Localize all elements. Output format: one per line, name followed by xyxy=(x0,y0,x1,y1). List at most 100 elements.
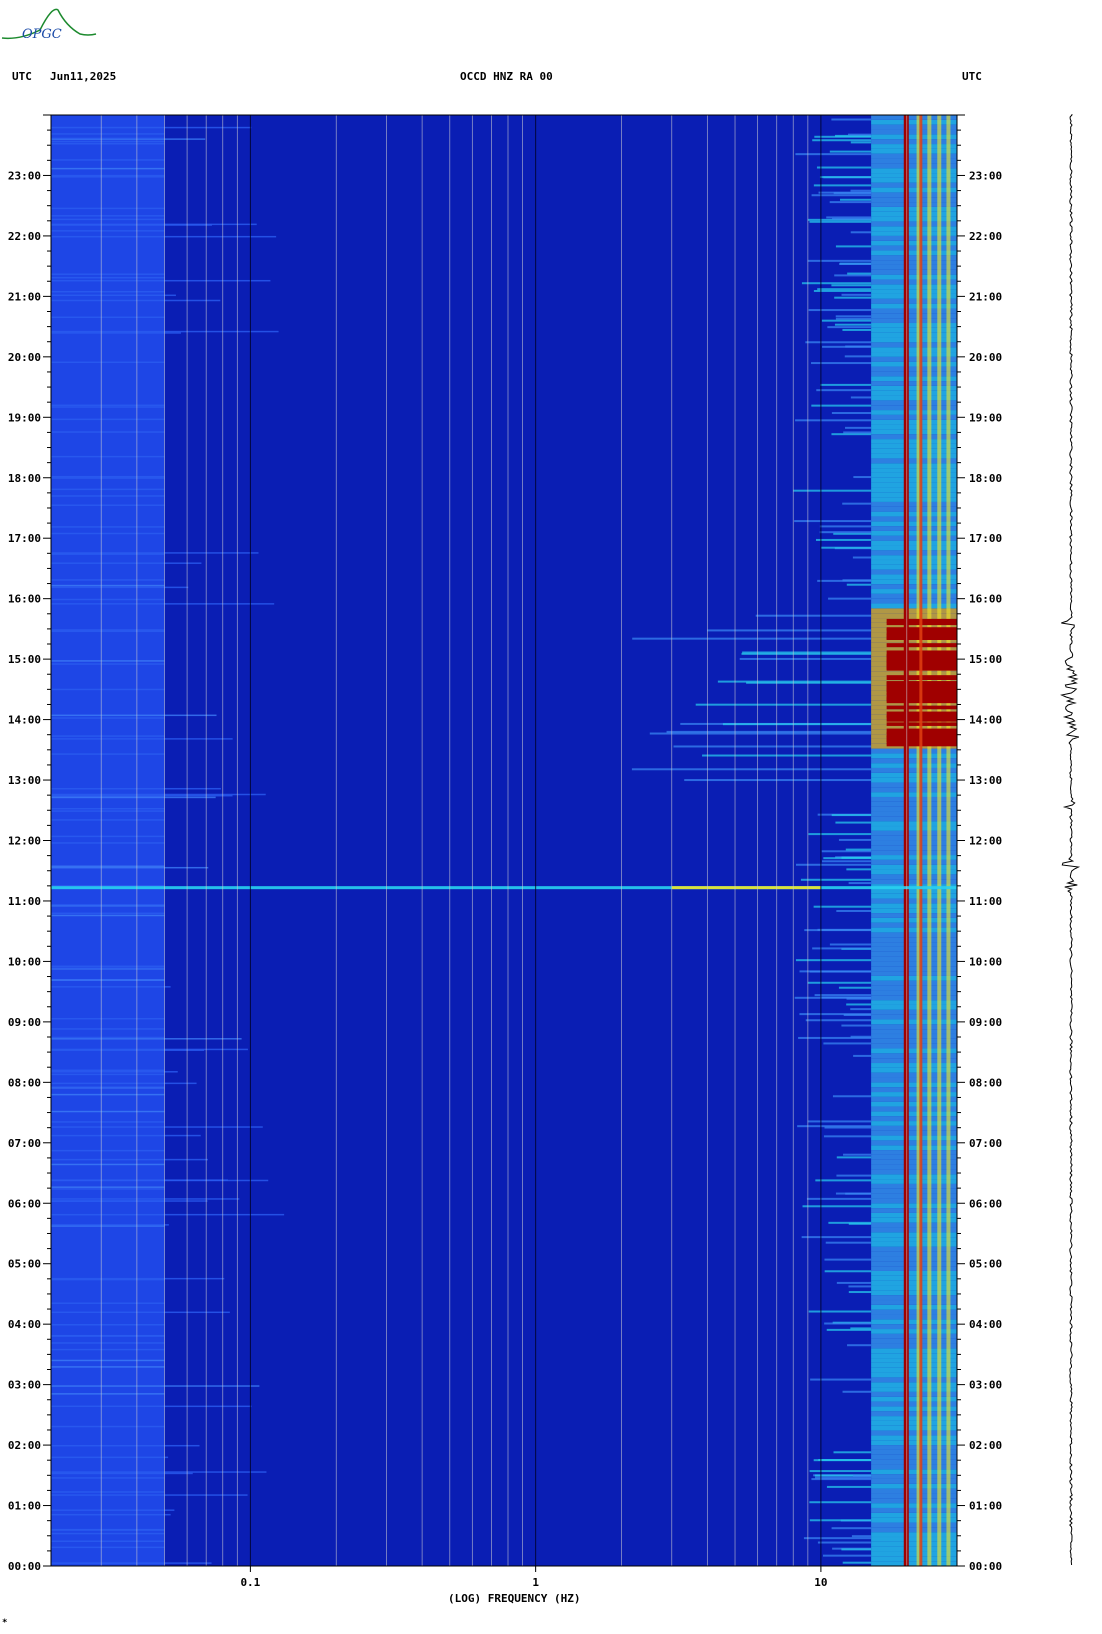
high-band-row xyxy=(871,1295,957,1300)
y-tick-label-left: 14:00 xyxy=(8,714,41,727)
high-band-row xyxy=(871,337,957,343)
harmonic-streak xyxy=(826,216,872,219)
harmonic-streak xyxy=(817,928,872,931)
low-band-streak xyxy=(51,176,165,178)
opgc-logo: OPGC xyxy=(0,0,100,50)
high-band-row xyxy=(871,511,957,517)
low-band-streak xyxy=(51,224,212,226)
low-band-streak xyxy=(51,598,165,601)
harmonic-streak xyxy=(850,396,872,399)
y-tick-label-left: 19:00 xyxy=(8,411,41,424)
high-band-row xyxy=(871,603,957,609)
low-band-streak xyxy=(51,174,165,177)
low-band-streak xyxy=(51,1225,165,1227)
harmonic-streak xyxy=(795,419,872,422)
high-band-row xyxy=(871,1430,957,1436)
high-band-row xyxy=(871,956,957,962)
low-band-streak xyxy=(51,1200,208,1202)
low-band-streak xyxy=(51,842,165,844)
low-band-streak xyxy=(51,1069,165,1072)
low-band-streak xyxy=(51,1494,248,1496)
harmonic-streak xyxy=(835,1192,872,1195)
high-band-row xyxy=(871,801,957,807)
harmonic-streak xyxy=(741,652,872,655)
high-band-row xyxy=(871,390,957,396)
high-band-row xyxy=(871,772,957,778)
high-band-row xyxy=(871,1154,957,1160)
high-band-column xyxy=(927,115,932,1566)
low-band-streak xyxy=(51,532,165,535)
harmonic-streak xyxy=(807,259,872,262)
high-band-row xyxy=(871,506,957,512)
harmonic-streak xyxy=(805,1019,872,1022)
high-band-row xyxy=(871,1212,957,1218)
harmonic-streak xyxy=(808,833,872,836)
harmonic-streak xyxy=(850,231,872,234)
high-band-row xyxy=(871,613,957,619)
y-tick-label-right: 20:00 xyxy=(969,351,1002,364)
low-band-streak xyxy=(51,1198,240,1200)
high-band-row xyxy=(871,293,957,299)
high-band-row xyxy=(871,453,957,459)
high-band-row xyxy=(871,782,957,788)
y-tick-label-left: 17:00 xyxy=(8,532,41,545)
harmonic-streak xyxy=(850,1035,872,1038)
high-band-row xyxy=(871,434,957,440)
harmonic-streak xyxy=(812,139,872,142)
harmonic-streak xyxy=(820,546,872,549)
y-tick-label-left: 12:00 xyxy=(8,835,41,848)
high-band-row xyxy=(871,1271,957,1276)
low-band-streak xyxy=(51,584,165,587)
y-tick-label-right: 06:00 xyxy=(969,1197,1002,1210)
high-band-row xyxy=(871,1024,957,1030)
high-band-row xyxy=(871,1285,957,1291)
harmonic-streak xyxy=(829,150,872,153)
y-tick-label-right: 23:00 xyxy=(969,169,1002,182)
high-band-row xyxy=(871,797,957,802)
high-band-row xyxy=(871,1324,957,1330)
harmonic-streak xyxy=(808,309,872,312)
high-band-row xyxy=(871,1396,957,1402)
low-band-streak xyxy=(51,714,217,717)
high-band-row xyxy=(871,260,957,265)
low-band-streak xyxy=(51,787,221,790)
high-band-row xyxy=(871,593,957,599)
low-band-streak xyxy=(51,663,165,665)
high-band-row xyxy=(871,758,957,764)
y-tick-label-left: 06:00 xyxy=(8,1197,41,1210)
x-tick-label: 10 xyxy=(814,1576,827,1589)
harmonic-streak xyxy=(831,1527,872,1530)
high-band-row xyxy=(871,119,957,125)
harmonic-streak xyxy=(853,1474,872,1477)
harmonic-streak xyxy=(795,153,872,156)
high-band-row xyxy=(871,1498,957,1504)
high-band-row xyxy=(871,1411,957,1417)
high-band-row xyxy=(871,1517,957,1523)
high-band-row xyxy=(871,463,957,469)
high-band-row xyxy=(871,264,957,270)
harmonic-streak xyxy=(822,860,872,863)
harmonic-streak xyxy=(673,745,872,748)
low-band-streak xyxy=(51,477,165,479)
low-band-streak xyxy=(51,361,165,364)
harmonic-streak xyxy=(742,651,872,654)
high-band-row xyxy=(871,1106,957,1112)
harmonic-streak xyxy=(848,133,872,136)
high-band-row xyxy=(871,855,957,860)
low-band-streak xyxy=(51,1405,252,1408)
harmonic-streak xyxy=(847,1344,872,1347)
high-band-row xyxy=(871,395,957,401)
high-band-row xyxy=(871,1382,957,1388)
high-band-row xyxy=(871,753,957,759)
high-band-row xyxy=(871,458,957,464)
low-band-streak xyxy=(51,406,165,408)
low-band-streak xyxy=(51,914,165,917)
high-band-row xyxy=(871,975,957,981)
low-band-streak xyxy=(51,1179,228,1181)
harmonic-streak xyxy=(841,1548,872,1551)
high-band-row xyxy=(871,1004,957,1010)
high-band-row xyxy=(871,400,957,406)
high-band-row xyxy=(871,1019,957,1025)
low-band-streak xyxy=(51,504,165,506)
low-band-streak xyxy=(51,553,165,555)
